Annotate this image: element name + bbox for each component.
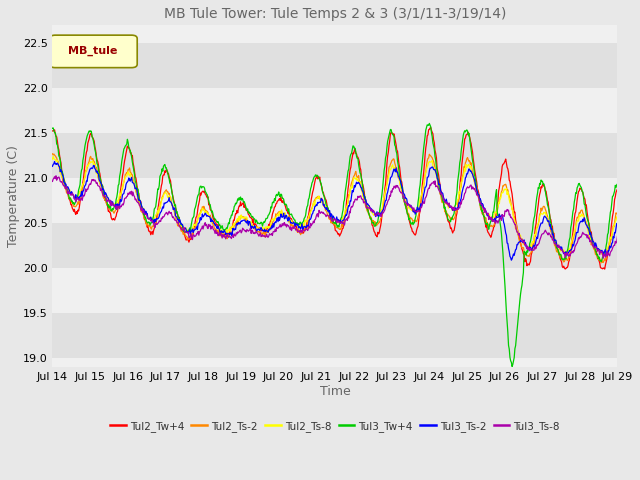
Title: MB Tule Tower: Tule Temps 2 & 3 (3/1/11-3/19/14): MB Tule Tower: Tule Temps 2 & 3 (3/1/11-…: [164, 7, 506, 21]
Bar: [52, 178, 618, 223]
Bar: [52, 223, 618, 268]
Bar: [52, 133, 618, 178]
Bar: [52, 43, 618, 88]
Bar: [52, 88, 618, 133]
Legend: Tul2_Tw+4, Tul2_Ts-2, Tul2_Ts-8, Tul3_Tw+4, Tul3_Ts-2, Tul3_Ts-8: Tul2_Tw+4, Tul2_Ts-2, Tul2_Ts-8, Tul3_Tw…: [106, 417, 564, 436]
Bar: [52, 268, 618, 313]
Y-axis label: Temperature (C): Temperature (C): [7, 145, 20, 247]
FancyBboxPatch shape: [50, 35, 137, 68]
X-axis label: Time: Time: [319, 384, 350, 397]
Bar: [52, 313, 618, 358]
Text: MB_tule: MB_tule: [68, 46, 118, 56]
